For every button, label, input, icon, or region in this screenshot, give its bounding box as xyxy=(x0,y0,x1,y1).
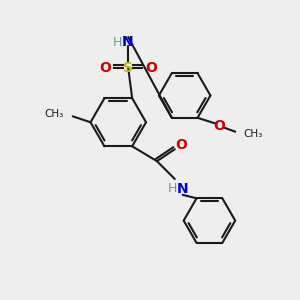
Text: O: O xyxy=(213,119,225,133)
Text: H: H xyxy=(112,35,122,49)
Text: H: H xyxy=(168,182,178,195)
Text: N: N xyxy=(177,182,188,196)
Text: S: S xyxy=(123,61,133,75)
Text: CH₃: CH₃ xyxy=(45,109,64,119)
Text: O: O xyxy=(145,61,157,75)
Text: N: N xyxy=(122,35,133,49)
Text: O: O xyxy=(100,61,111,75)
Text: CH₃: CH₃ xyxy=(243,129,262,139)
Text: O: O xyxy=(175,138,187,152)
